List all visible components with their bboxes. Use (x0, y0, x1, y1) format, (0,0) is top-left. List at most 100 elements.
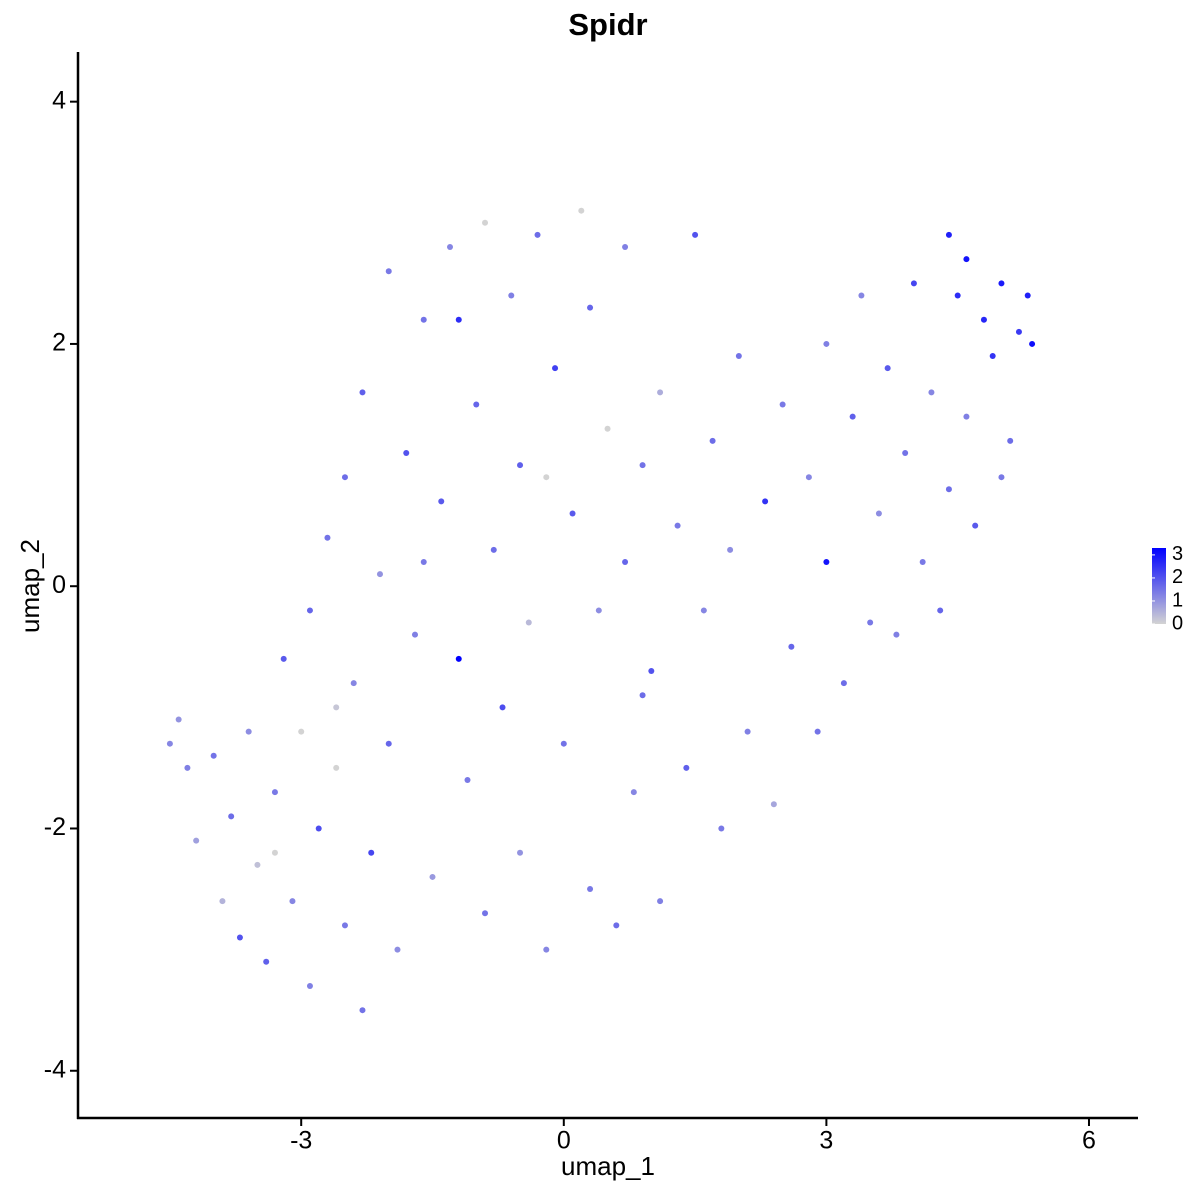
point (569, 510, 576, 517)
point (280, 655, 287, 662)
point (639, 462, 646, 469)
chart-title: Spidr (568, 7, 647, 42)
point (245, 728, 252, 735)
point (341, 474, 348, 481)
point (762, 498, 769, 505)
point (210, 752, 217, 759)
point (622, 244, 629, 251)
point (875, 510, 882, 517)
point (324, 534, 331, 541)
point (359, 1007, 366, 1014)
point (394, 946, 401, 953)
point (411, 631, 418, 638)
point (849, 413, 856, 420)
point (823, 558, 830, 565)
point (858, 292, 865, 299)
point (998, 474, 1005, 481)
point (271, 789, 278, 796)
point (315, 825, 322, 832)
point (919, 558, 926, 565)
x-tick-label: 3 (819, 1127, 833, 1155)
point (954, 292, 961, 299)
point (727, 546, 734, 553)
point (910, 280, 917, 287)
x-axis-label: umap_1 (561, 1151, 655, 1181)
point (464, 777, 471, 784)
point (403, 449, 410, 456)
point (438, 498, 445, 505)
point (1029, 340, 1036, 347)
point (193, 837, 200, 844)
point (1024, 292, 1031, 299)
point (560, 740, 567, 747)
colorbar-label: 2 (1172, 566, 1183, 588)
point (482, 910, 489, 917)
point (254, 861, 261, 868)
y-axis-label: umap_2 (15, 539, 45, 633)
point (805, 474, 812, 481)
point (972, 522, 979, 529)
point (429, 873, 436, 880)
point (980, 316, 987, 323)
point (341, 922, 348, 929)
y-tick-label: -4 (44, 1055, 66, 1083)
point (1015, 328, 1022, 335)
point (543, 474, 550, 481)
point (902, 449, 909, 456)
point (517, 462, 524, 469)
x-tick-label: 0 (557, 1127, 571, 1155)
point (166, 740, 173, 747)
point (945, 486, 952, 493)
point (350, 680, 357, 687)
point (385, 740, 392, 747)
point (587, 304, 594, 311)
point (814, 728, 821, 735)
y-tick-label: 4 (52, 86, 66, 114)
x-tick-label: -3 (290, 1127, 312, 1155)
point (420, 316, 427, 323)
point (333, 764, 340, 771)
point (639, 692, 646, 699)
point (683, 764, 690, 771)
point (473, 401, 480, 408)
point (779, 401, 786, 408)
point (963, 413, 970, 420)
point (552, 365, 559, 372)
colorbar (1152, 548, 1166, 624)
point (700, 607, 707, 614)
point (630, 789, 637, 796)
y-tick-label: -2 (44, 813, 66, 841)
point (840, 680, 847, 687)
point (963, 256, 970, 263)
point (595, 607, 602, 614)
point (823, 340, 830, 347)
point (937, 607, 944, 614)
point (692, 231, 699, 238)
point (236, 934, 243, 941)
point (306, 607, 313, 614)
point (744, 728, 751, 735)
point (998, 280, 1005, 287)
point (884, 365, 891, 372)
colorbar-label: 3 (1172, 543, 1183, 565)
point (490, 546, 497, 553)
point (298, 728, 305, 735)
point (945, 231, 952, 238)
point (788, 643, 795, 650)
point (455, 655, 462, 662)
point (989, 353, 996, 360)
point (306, 982, 313, 989)
point (385, 268, 392, 275)
point (613, 922, 620, 929)
point (219, 898, 226, 905)
point (184, 764, 191, 771)
point (368, 849, 375, 856)
point (525, 619, 532, 626)
point (175, 716, 182, 723)
point (1007, 437, 1014, 444)
point (718, 825, 725, 832)
x-tick-label: 6 (1082, 1127, 1096, 1155)
point (893, 631, 900, 638)
point (709, 437, 716, 444)
